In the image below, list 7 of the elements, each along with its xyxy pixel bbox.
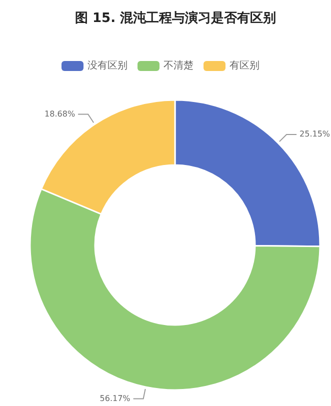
- legend-label: 不清楚: [164, 60, 194, 72]
- chart-title: 图 15. 混沌工程与演习是否有区别: [74, 10, 276, 26]
- legend-label: 有区别: [230, 60, 260, 72]
- legend-label: 没有区别: [88, 60, 128, 72]
- data-label: 25.15%: [300, 130, 330, 139]
- data-label: 18.68%: [44, 109, 76, 118]
- data-label: 56.17%: [100, 394, 131, 403]
